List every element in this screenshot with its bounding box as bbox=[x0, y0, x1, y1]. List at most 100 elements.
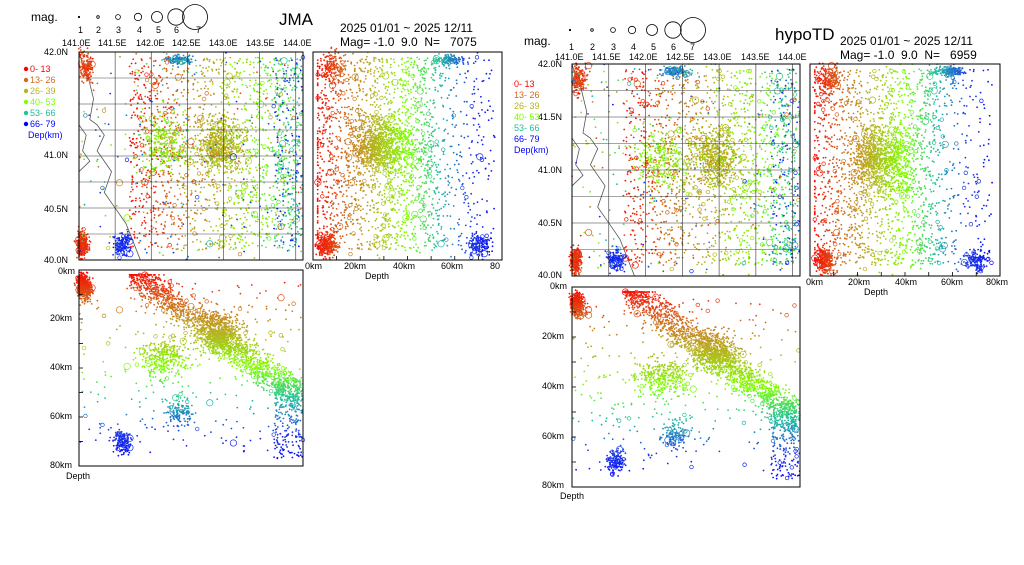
epicenter-point bbox=[225, 72, 233, 80]
lat-depth-point bbox=[351, 106, 354, 109]
lat-depth-point bbox=[321, 236, 323, 239]
lat-depth-point bbox=[414, 107, 416, 109]
lat-depth-point bbox=[335, 159, 338, 162]
epicenter-point bbox=[198, 95, 200, 98]
lat-depth-point bbox=[324, 87, 326, 89]
lon-depth-point bbox=[262, 373, 265, 376]
lon-depth-point bbox=[131, 279, 134, 282]
lat-depth-point bbox=[411, 181, 413, 184]
lat-depth-point bbox=[317, 248, 320, 251]
lat-depth-point bbox=[370, 189, 373, 192]
lat-depth-point bbox=[422, 220, 425, 223]
epicenter-point bbox=[189, 222, 192, 225]
epicenter-point bbox=[269, 112, 271, 115]
lon-depth-point bbox=[273, 365, 276, 367]
lon-depth-point bbox=[177, 293, 180, 295]
lat-depth-point bbox=[406, 88, 409, 91]
lon-depth-point bbox=[253, 375, 256, 378]
lat-depth-point bbox=[396, 87, 399, 90]
depth-legend-dot bbox=[23, 88, 29, 94]
epicenter-point bbox=[130, 227, 133, 230]
lon-depth-point bbox=[85, 271, 88, 274]
lat-depth-point bbox=[412, 246, 415, 249]
lon-depth-point bbox=[266, 384, 269, 387]
epicenter-point bbox=[263, 69, 266, 72]
lat-depth-point bbox=[350, 195, 353, 198]
lat-depth-point bbox=[363, 70, 366, 73]
epicenter-point bbox=[257, 234, 259, 237]
epicenter-point bbox=[208, 220, 211, 223]
epicenter-point bbox=[293, 200, 296, 202]
epicenter-point bbox=[260, 209, 263, 211]
epicenter-point bbox=[209, 80, 211, 83]
epicenter-point bbox=[184, 142, 187, 145]
lon-depth-point bbox=[242, 351, 245, 354]
epicenter-point bbox=[137, 95, 143, 100]
epicenter-point bbox=[247, 244, 250, 247]
lat-depth-point bbox=[414, 232, 417, 235]
lat-depth-point bbox=[377, 201, 379, 204]
lat-depth-point bbox=[422, 113, 425, 116]
epicenter-point bbox=[135, 185, 138, 188]
epicenter-point bbox=[85, 248, 87, 251]
epicenter-point bbox=[261, 244, 263, 247]
epicenter-point bbox=[249, 156, 252, 159]
lat-depth-point bbox=[316, 154, 319, 157]
epicenter-point bbox=[218, 112, 221, 114]
lat-depth-point bbox=[403, 234, 405, 237]
lat-depth-point bbox=[361, 148, 364, 151]
epicenter-point bbox=[243, 212, 245, 215]
epicenter-point bbox=[243, 108, 246, 110]
lat-depth-point bbox=[412, 179, 414, 182]
epicenter-point bbox=[204, 91, 209, 96]
epicenter-point bbox=[218, 73, 221, 75]
epicenter-point bbox=[161, 78, 164, 81]
lon-depth-point bbox=[253, 349, 256, 351]
epicenter-point bbox=[218, 234, 226, 242]
lat-depth-point bbox=[419, 80, 422, 83]
epicenter-point bbox=[220, 101, 223, 103]
lon-depth-point bbox=[258, 359, 261, 361]
lat-depth-point bbox=[381, 216, 384, 219]
epicenter-point bbox=[174, 125, 177, 128]
lon-depth-point bbox=[138, 274, 141, 276]
epicenter-point bbox=[179, 193, 182, 196]
epicenter-point bbox=[149, 57, 152, 60]
lon-depth-point bbox=[295, 389, 298, 392]
epicenter-point bbox=[287, 64, 289, 67]
lat-depth-point bbox=[387, 170, 389, 173]
lat-depth-point bbox=[412, 201, 415, 204]
lat-depth-point bbox=[327, 195, 330, 198]
epicenter-point bbox=[143, 183, 146, 186]
lat-depth-point bbox=[324, 94, 326, 97]
lat-depth-point bbox=[396, 185, 399, 187]
epicenter-point bbox=[146, 192, 149, 195]
lat-depth-point bbox=[411, 194, 414, 197]
lat-depth-point bbox=[432, 224, 434, 227]
lon-depth-point bbox=[163, 279, 166, 282]
lon-depth-point bbox=[162, 303, 165, 306]
lat-depth-point bbox=[371, 226, 374, 228]
lon-depth-point bbox=[194, 339, 197, 342]
epicenter-point bbox=[162, 106, 165, 109]
epicenter-point bbox=[76, 239, 79, 242]
epicenter-point bbox=[264, 111, 267, 114]
lon-depth-point bbox=[199, 312, 202, 314]
lon-depth-point bbox=[170, 307, 172, 310]
lon-depth-point bbox=[163, 274, 165, 276]
lon-depth-point bbox=[155, 308, 158, 311]
lat-depth-point bbox=[328, 256, 331, 259]
epicenter-point bbox=[76, 236, 79, 239]
lat-depth-point bbox=[430, 151, 433, 153]
epicenter-point bbox=[270, 83, 273, 85]
epicenter-point bbox=[277, 169, 283, 174]
lat-depth-point bbox=[399, 189, 404, 195]
epicenter-point bbox=[265, 205, 267, 207]
epicenter-point bbox=[268, 232, 270, 235]
lon-depth-point bbox=[130, 284, 133, 286]
epicenter-point bbox=[201, 112, 204, 115]
lat-depth-point bbox=[386, 59, 388, 62]
lon-depth-point bbox=[247, 364, 250, 366]
epicenter-point bbox=[154, 208, 157, 210]
lat-depth-point bbox=[338, 125, 341, 128]
